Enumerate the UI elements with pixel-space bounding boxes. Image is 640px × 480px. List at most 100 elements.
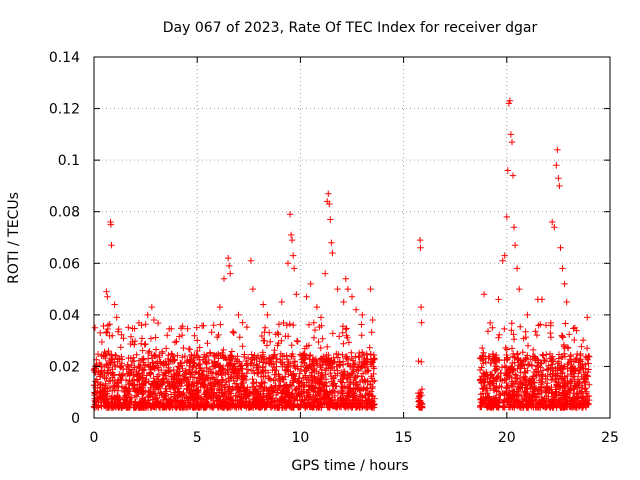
data-point (570, 390, 577, 397)
data-point (104, 293, 111, 300)
data-point (177, 379, 185, 386)
data-point (322, 371, 329, 378)
data-point (325, 190, 332, 197)
data-point (480, 355, 487, 363)
data-point (517, 359, 524, 367)
data-point (239, 398, 246, 406)
data-point (126, 400, 134, 407)
data-point (159, 403, 166, 410)
data-point (340, 340, 347, 347)
data-point (129, 382, 136, 389)
data-point (109, 387, 116, 394)
data-point (275, 339, 282, 347)
data-point (343, 325, 350, 332)
data-point (259, 364, 266, 371)
data-point (187, 358, 194, 366)
data-point (307, 280, 314, 288)
data-point (487, 359, 495, 367)
data-point (549, 375, 556, 383)
data-point (254, 399, 261, 407)
data-point (282, 381, 290, 388)
data-point (498, 364, 506, 371)
data-point (139, 380, 147, 387)
data-point (575, 394, 582, 401)
data-point (266, 329, 273, 336)
data-point (247, 360, 254, 367)
data-point (530, 346, 537, 354)
data-point (538, 359, 545, 367)
data-point (205, 393, 212, 401)
data-point (279, 352, 286, 360)
data-point (294, 404, 302, 411)
data-point (364, 355, 371, 363)
data-point (305, 342, 313, 349)
data-point (350, 392, 358, 400)
data-point (148, 352, 155, 359)
data-point (511, 391, 518, 398)
data-point (198, 322, 206, 329)
data-point (559, 394, 567, 402)
data-point (272, 376, 279, 384)
data-point (509, 404, 516, 411)
data-point (176, 333, 183, 340)
data-point (136, 381, 143, 388)
data-point (326, 200, 333, 208)
data-point (209, 359, 216, 367)
data-point (150, 403, 158, 410)
x-tick-label: 10 (291, 430, 309, 446)
data-point (151, 352, 158, 360)
data-point (306, 403, 313, 410)
data-point (500, 398, 507, 405)
data-point (145, 378, 152, 385)
data-point (368, 329, 375, 336)
data-point (357, 384, 365, 392)
y-tick-label: 0 (71, 411, 80, 427)
data-point (536, 387, 544, 394)
y-tick-label: 0.06 (49, 256, 80, 272)
data-point (556, 364, 563, 371)
data-point (288, 342, 295, 349)
data-point (570, 366, 577, 373)
data-point (344, 374, 351, 382)
data-point (584, 314, 591, 321)
data-point (254, 370, 261, 377)
data-point (249, 285, 257, 293)
data-point (418, 401, 426, 408)
data-point (366, 390, 373, 397)
data-point (207, 350, 214, 357)
data-point (290, 362, 297, 369)
data-point (199, 379, 207, 387)
data-point (274, 329, 281, 337)
data-point (521, 389, 529, 396)
data-point (517, 323, 524, 330)
data-point (184, 381, 191, 389)
data-point (524, 311, 531, 319)
data-point (565, 359, 572, 367)
data-point (116, 363, 124, 370)
data-point (91, 369, 99, 376)
data-point (312, 385, 319, 392)
data-point (213, 376, 221, 383)
data-point (139, 347, 146, 354)
data-point (489, 376, 497, 384)
data-point (243, 361, 251, 368)
data-point (580, 400, 587, 407)
data-point (317, 314, 325, 321)
data-point (136, 372, 144, 380)
data-point (197, 383, 204, 391)
data-point (361, 355, 368, 362)
data-point (328, 373, 335, 380)
data-point (519, 349, 526, 356)
data-point (328, 363, 336, 371)
data-point (367, 285, 374, 293)
data-point (369, 378, 377, 385)
data-point (277, 382, 284, 389)
data-point (109, 374, 116, 381)
data-point (180, 344, 187, 352)
data-point (417, 404, 424, 411)
data-point (286, 211, 294, 218)
data-point (513, 351, 521, 358)
data-point (530, 404, 537, 411)
data-point (538, 381, 545, 388)
data-point (186, 362, 193, 369)
